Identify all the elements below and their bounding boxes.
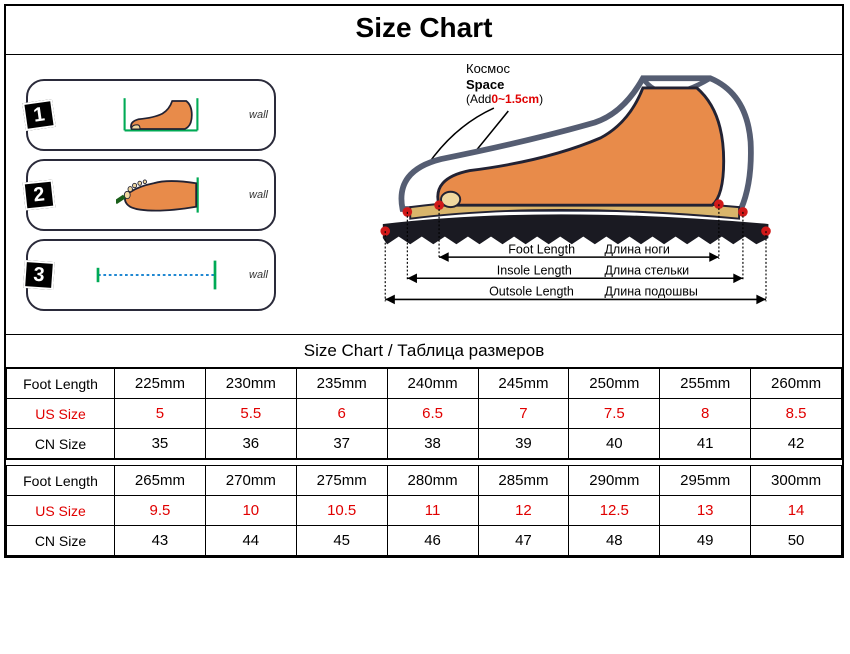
foot-length-header: Foot Length [7, 369, 115, 399]
table-row: US Size 5 5.5 6 6.5 7 7.5 8 8.5 [7, 399, 842, 429]
foot-length-en-label: Foot Length [508, 242, 575, 256]
shoe-icon: Foot Length Длина ноги Insole Length Дли… [316, 55, 816, 315]
foot-side-icon [116, 94, 206, 136]
table-row: CN Size 35 36 37 38 39 40 41 42 [7, 429, 842, 459]
cn-size-header: CN Size [7, 429, 115, 459]
table-row: Foot Length 265mm 270mm 275mm 280mm 285m… [7, 466, 842, 496]
table-row: Foot Length 225mm 230mm 235mm 240mm 245m… [7, 369, 842, 399]
shoe-diagram: Космос Space (Add0~1.5cm) [296, 55, 842, 334]
us-size-header: US Size [7, 496, 115, 526]
size-table-1: Foot Length 225mm 230mm 235mm 240mm 245m… [6, 368, 842, 459]
size-table-2: Foot Length 265mm 270mm 275mm 280mm 285m… [6, 465, 842, 556]
step-1: 1 wall [26, 79, 276, 151]
insole-length-en-label: Insole Length [497, 263, 572, 277]
measurement-steps: 1 wall 2 [6, 55, 296, 334]
step-2: 2 wall [26, 159, 276, 231]
outsole-length-ru-label: Длина подошвы [604, 285, 697, 299]
cn-size-header: CN Size [7, 526, 115, 556]
table-row: CN Size 43 44 45 46 47 48 49 50 [7, 526, 842, 556]
diagram-area: 1 wall 2 [6, 55, 842, 335]
insole-length-ru-label: Длина стельки [604, 263, 689, 277]
table-row: US Size 9.5 10 10.5 11 12 12.5 13 14 [7, 496, 842, 526]
wall-label-2: wall [249, 189, 268, 201]
outsole-length-en-label: Outsole Length [489, 285, 574, 299]
size-chart-container: Size Chart 1 wall 2 [4, 4, 844, 558]
foot-length-ru-label: Длина ноги [604, 242, 669, 256]
ruler-icon [86, 257, 236, 293]
us-size-header: US Size [7, 399, 115, 429]
foot-top-icon [116, 173, 206, 217]
page-title: Size Chart [6, 6, 842, 55]
foot-length-header: Foot Length [7, 466, 115, 496]
wall-label-1: wall [249, 109, 268, 121]
step-3: 3 wall [26, 239, 276, 311]
wall-label-3: wall [249, 269, 268, 281]
table-subheader: Size Chart / Таблица размеров [6, 335, 842, 368]
